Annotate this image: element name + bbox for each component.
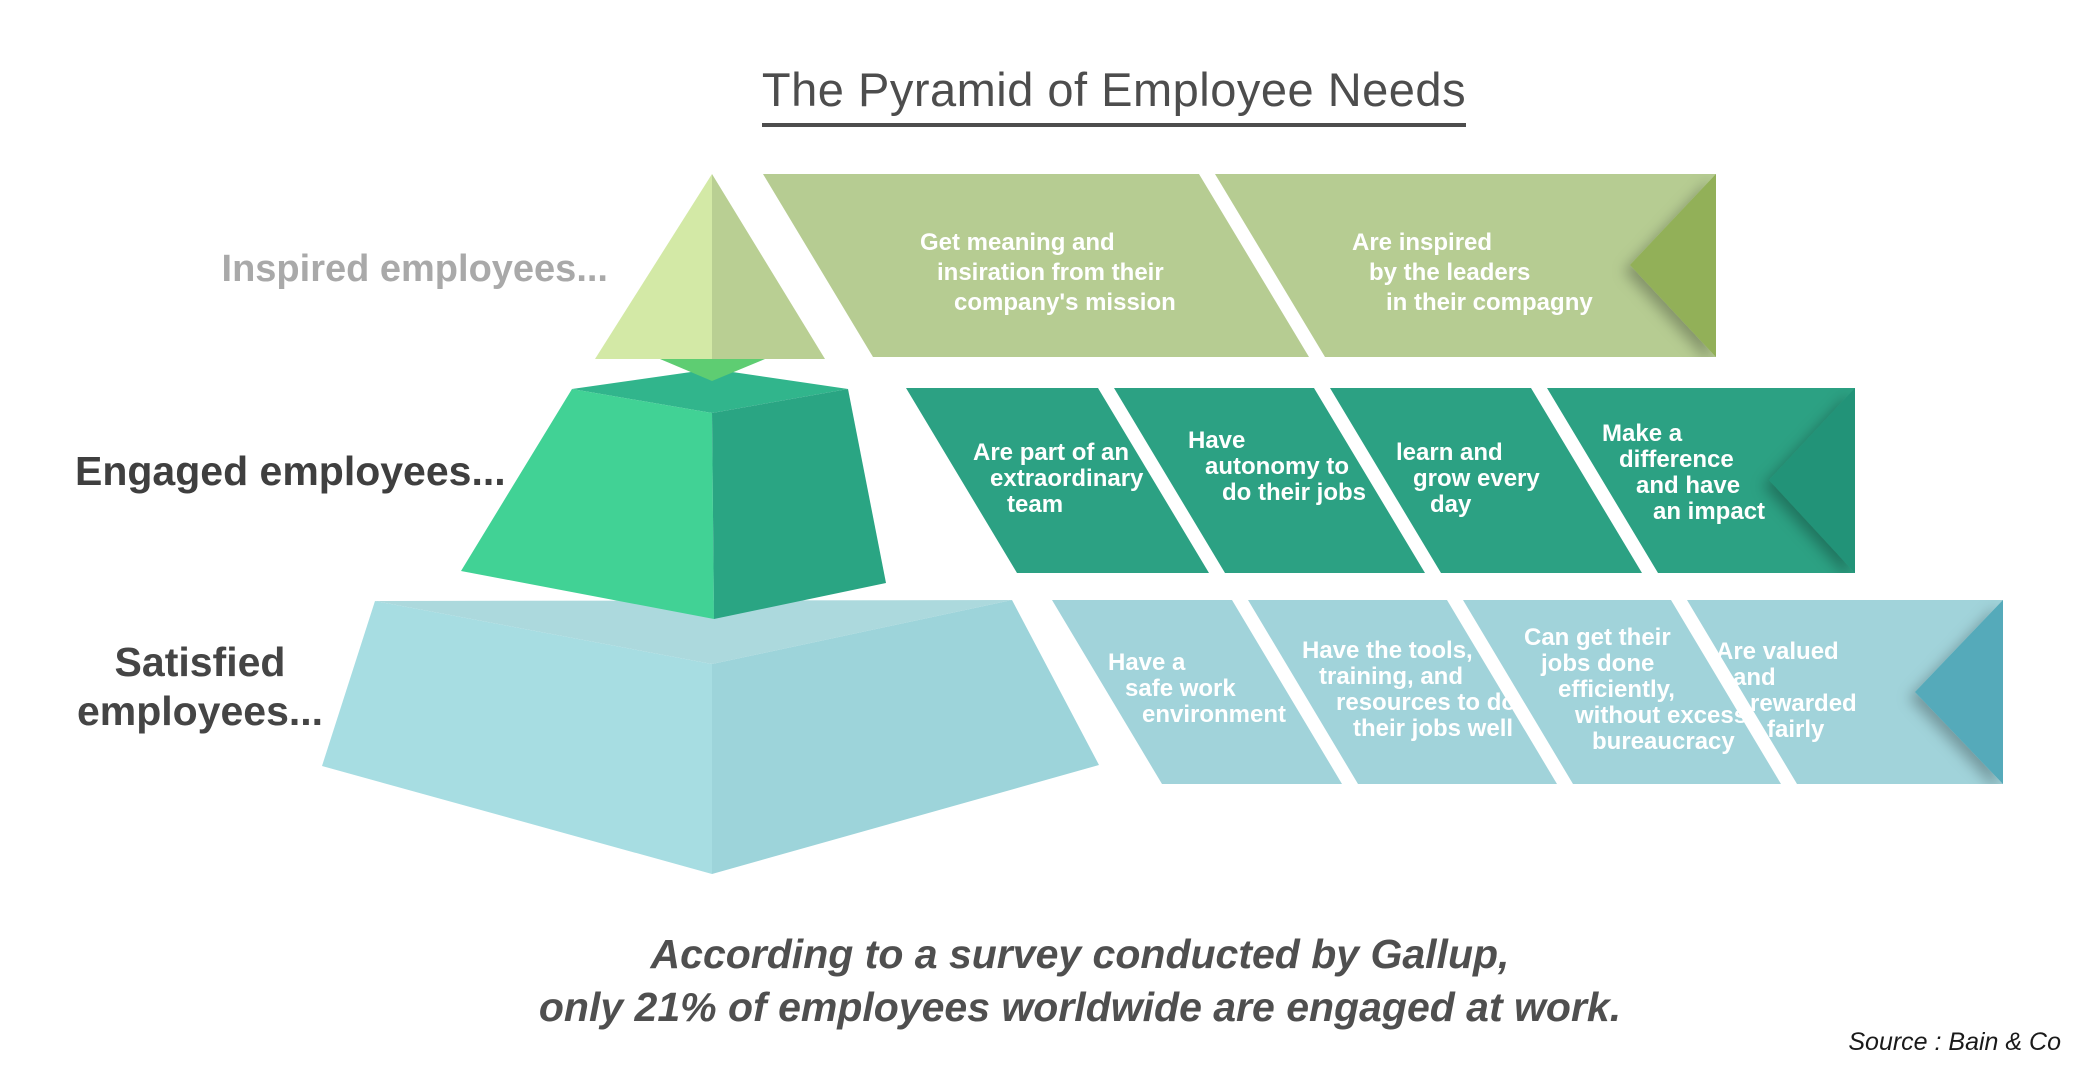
segment-line: Get meaning and	[920, 229, 1115, 256]
label-engaged-employees: Engaged employees...	[75, 448, 506, 494]
banner-segment-text: Can get their jobs done efficiently, wit…	[1524, 625, 1747, 755]
caption-line1: According to a survey conducted by Gallu…	[650, 931, 1510, 977]
banner-strip	[763, 174, 1716, 357]
segment-separator	[1098, 388, 1225, 573]
banner-segment-text: Get meaning and insiration from their co…	[920, 228, 1176, 318]
label-satisfied-line1: Satisfied	[114, 639, 286, 685]
pyramid-bottom-front-face	[712, 600, 1099, 874]
segment-line: efficiently,	[1558, 676, 1675, 703]
segment-line: bureaucracy	[1592, 728, 1735, 755]
segment-line: an impact	[1653, 498, 1766, 525]
segment-line: extraordinary	[990, 465, 1144, 492]
pyramid-bottom-top-face	[375, 600, 1012, 664]
fold-arrow-icon	[1915, 600, 2003, 784]
pyramid-top-right-face	[712, 174, 825, 359]
banner-segment-text: Have autonomy to do their jobs	[1188, 428, 1366, 506]
pyramid-bottom-left-face	[322, 601, 712, 874]
banner-segment-text: Are part of an extraordinary team	[973, 440, 1143, 518]
banner-row-engaged	[906, 388, 1855, 573]
caption: According to a survey conducted by Gallu…	[430, 928, 1730, 1034]
label-satisfied-employees: Satisfied employees...	[70, 638, 330, 736]
pyramid-top-left-face	[595, 174, 712, 359]
segment-line: company's mission	[954, 289, 1176, 316]
segment-line: and have	[1636, 472, 1741, 499]
segment-line: difference	[1619, 446, 1734, 473]
segment-line: day	[1430, 491, 1472, 518]
fold-arrow-icon	[1769, 388, 1855, 573]
segment-line: insiration from their	[937, 259, 1164, 286]
segment-line: grow every	[1413, 465, 1540, 492]
banner-segment-text: Are valued and rewarded fairly	[1716, 639, 1857, 743]
segment-separator	[1232, 600, 1358, 784]
pyramid-middle-top-face	[572, 369, 848, 413]
segment-line: Have	[1188, 427, 1246, 454]
pyramid-graphic	[322, 174, 1099, 874]
banner-segment-text: learn and grow every day	[1396, 440, 1540, 518]
segment-line: do their jobs	[1222, 479, 1366, 506]
segment-line: in their compagny	[1386, 289, 1593, 316]
segment-separator	[1199, 174, 1325, 357]
segment-separator	[1671, 600, 1797, 784]
segment-separator	[1531, 388, 1658, 573]
segment-line: Are valued	[1716, 638, 1839, 665]
pyramid-middle-front-face	[712, 389, 886, 619]
segment-line: Have the tools,	[1302, 637, 1473, 664]
label-satisfied-line2: employees...	[76, 688, 324, 734]
banner-segment-text: Are inspired by the leaders in their com…	[1352, 228, 1593, 318]
segment-line: by the leaders	[1369, 259, 1531, 286]
segment-line: training, and	[1319, 663, 1463, 690]
segment-line: Are inspired	[1352, 229, 1493, 256]
label-inspired-employees: Inspired employees...	[221, 248, 608, 290]
caption-line2: only 21% of employees worldwide are enga…	[538, 984, 1622, 1030]
pyramid-middle-peak-face	[660, 359, 765, 381]
segment-line: team	[1007, 491, 1064, 518]
segment-line: environment	[1142, 701, 1287, 728]
segment-line: Are part of an	[973, 439, 1130, 466]
banner-segment-text: Make a difference and have an impact	[1602, 421, 1765, 525]
page-title-text: The Pyramid of Employee Needs	[761, 63, 1467, 127]
segment-line: jobs done	[1541, 650, 1655, 677]
banner-segment-text: Have the tools, training, and resources …	[1302, 638, 1516, 742]
segment-line: Can get their	[1524, 624, 1671, 651]
page-title: The Pyramid of Employee Needs	[564, 62, 1664, 127]
banner-segment-text: Have a safe work environment	[1108, 650, 1286, 728]
segment-line: resources to do	[1336, 689, 1517, 716]
pyramid-middle-left-face	[461, 389, 714, 619]
segment-line: rewarded	[1750, 690, 1857, 717]
segment-line: their jobs well	[1353, 715, 1514, 742]
segment-line: Have a	[1108, 649, 1186, 676]
segment-line: and	[1733, 664, 1776, 691]
source-credit: Source : Bain & Co	[1848, 1028, 2061, 1056]
segment-line: autonomy to	[1205, 453, 1349, 480]
banner-row-satisfied	[1052, 600, 2003, 784]
fold-arrow-icon	[1630, 174, 1716, 357]
segment-line: learn and	[1396, 439, 1503, 466]
segment-line: fairly	[1767, 716, 1825, 743]
banner-row-inspired	[763, 174, 1716, 357]
segment-line: Make a	[1602, 420, 1683, 447]
segment-separator	[1314, 388, 1441, 573]
segment-line: safe work	[1125, 675, 1236, 702]
segment-line: without excess	[1575, 702, 1748, 729]
segment-separator	[1447, 600, 1573, 784]
